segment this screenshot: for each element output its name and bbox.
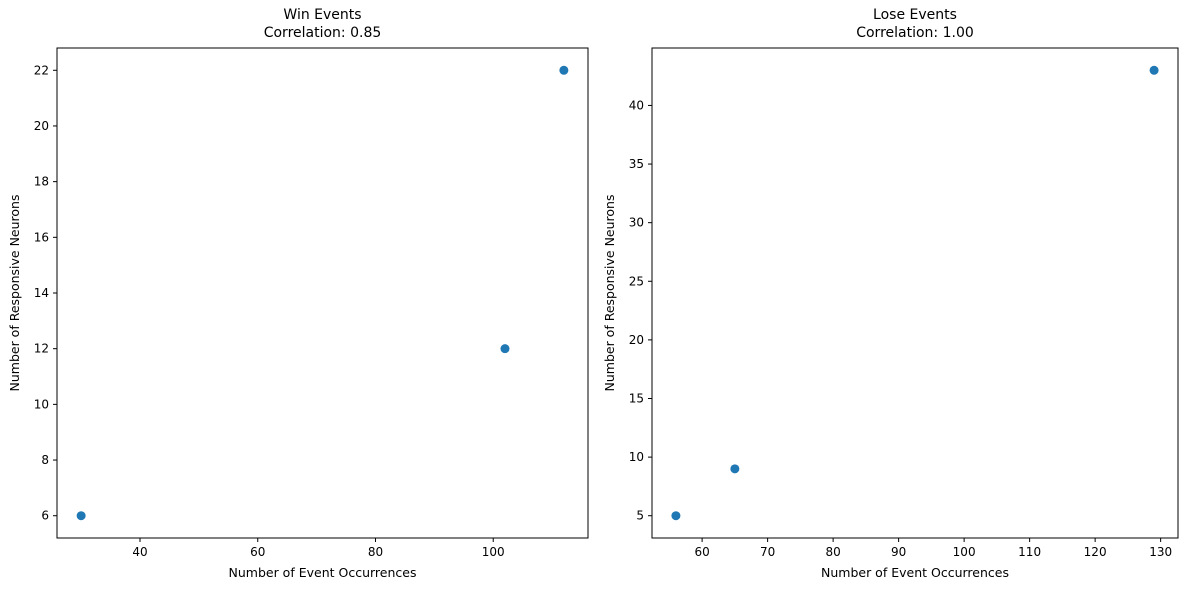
win-y-tick-label: 8 bbox=[41, 453, 49, 467]
lose-y-tick-label: 25 bbox=[629, 274, 644, 288]
lose-y-tick-label: 30 bbox=[629, 216, 644, 230]
lose-x-tick-label: 60 bbox=[694, 545, 709, 559]
win-x-tick-label: 40 bbox=[132, 545, 147, 559]
win-y-tick-label: 20 bbox=[34, 119, 49, 133]
win-y-tick-label: 22 bbox=[34, 63, 49, 77]
win-y-tick-label: 12 bbox=[34, 342, 49, 356]
lose-y-tick-label: 5 bbox=[636, 509, 644, 523]
lose-y-tick-label: 10 bbox=[629, 450, 644, 464]
lose-x-tick-label: 80 bbox=[825, 545, 840, 559]
win-y-tick-label: 6 bbox=[41, 509, 49, 523]
win-x-tick-label: 100 bbox=[482, 545, 505, 559]
lose-x-tick-label: 70 bbox=[760, 545, 775, 559]
win-y-tick-label: 10 bbox=[34, 397, 49, 411]
win-y-tick-label: 18 bbox=[34, 175, 49, 189]
lose-y-axis-label: Number of Responsive Neurons bbox=[602, 195, 617, 392]
win-x-axis-label: Number of Event Occurrences bbox=[229, 565, 417, 580]
lose-y-tick-label: 35 bbox=[629, 157, 644, 171]
win-y-tick-label: 16 bbox=[34, 230, 49, 244]
lose-data-point bbox=[671, 511, 681, 521]
lose-x-tick-label: 120 bbox=[1084, 545, 1107, 559]
lose-title-line-2: Correlation: 1.00 bbox=[856, 25, 974, 41]
lose-y-tick-label: 40 bbox=[629, 98, 644, 112]
lose-data-point bbox=[730, 464, 740, 474]
win-events-subplot: Win Events Correlation: 0.85 Number of E… bbox=[7, 7, 589, 580]
lose-events-subplot: Lose Events Correlation: 1.00 Number of … bbox=[602, 7, 1179, 580]
lose-title-line-1: Lose Events bbox=[873, 7, 957, 23]
win-data-point bbox=[76, 511, 86, 521]
lose-x-axis-label: Number of Event Occurrences bbox=[821, 565, 1009, 580]
win-x-tick-label: 60 bbox=[250, 545, 265, 559]
lose-x-tick-label: 90 bbox=[891, 545, 906, 559]
win-data-point bbox=[559, 65, 569, 75]
lose-data-point bbox=[1149, 65, 1159, 75]
lose-x-tick-label: 100 bbox=[953, 545, 976, 559]
win-y-axis-label: Number of Responsive Neurons bbox=[7, 195, 22, 392]
lose-axes-frame bbox=[651, 47, 1179, 539]
lose-x-tick-label: 110 bbox=[1018, 545, 1041, 559]
win-x-tick-label: 80 bbox=[368, 545, 383, 559]
win-title-line-2: Correlation: 0.85 bbox=[264, 25, 382, 41]
lose-y-tick-label: 20 bbox=[629, 333, 644, 347]
lose-x-tick-label: 130 bbox=[1149, 545, 1172, 559]
win-data-point bbox=[500, 344, 510, 354]
win-y-tick-label: 14 bbox=[34, 286, 49, 300]
win-title-line-1: Win Events bbox=[283, 7, 361, 23]
lose-y-tick-label: 15 bbox=[629, 392, 644, 406]
